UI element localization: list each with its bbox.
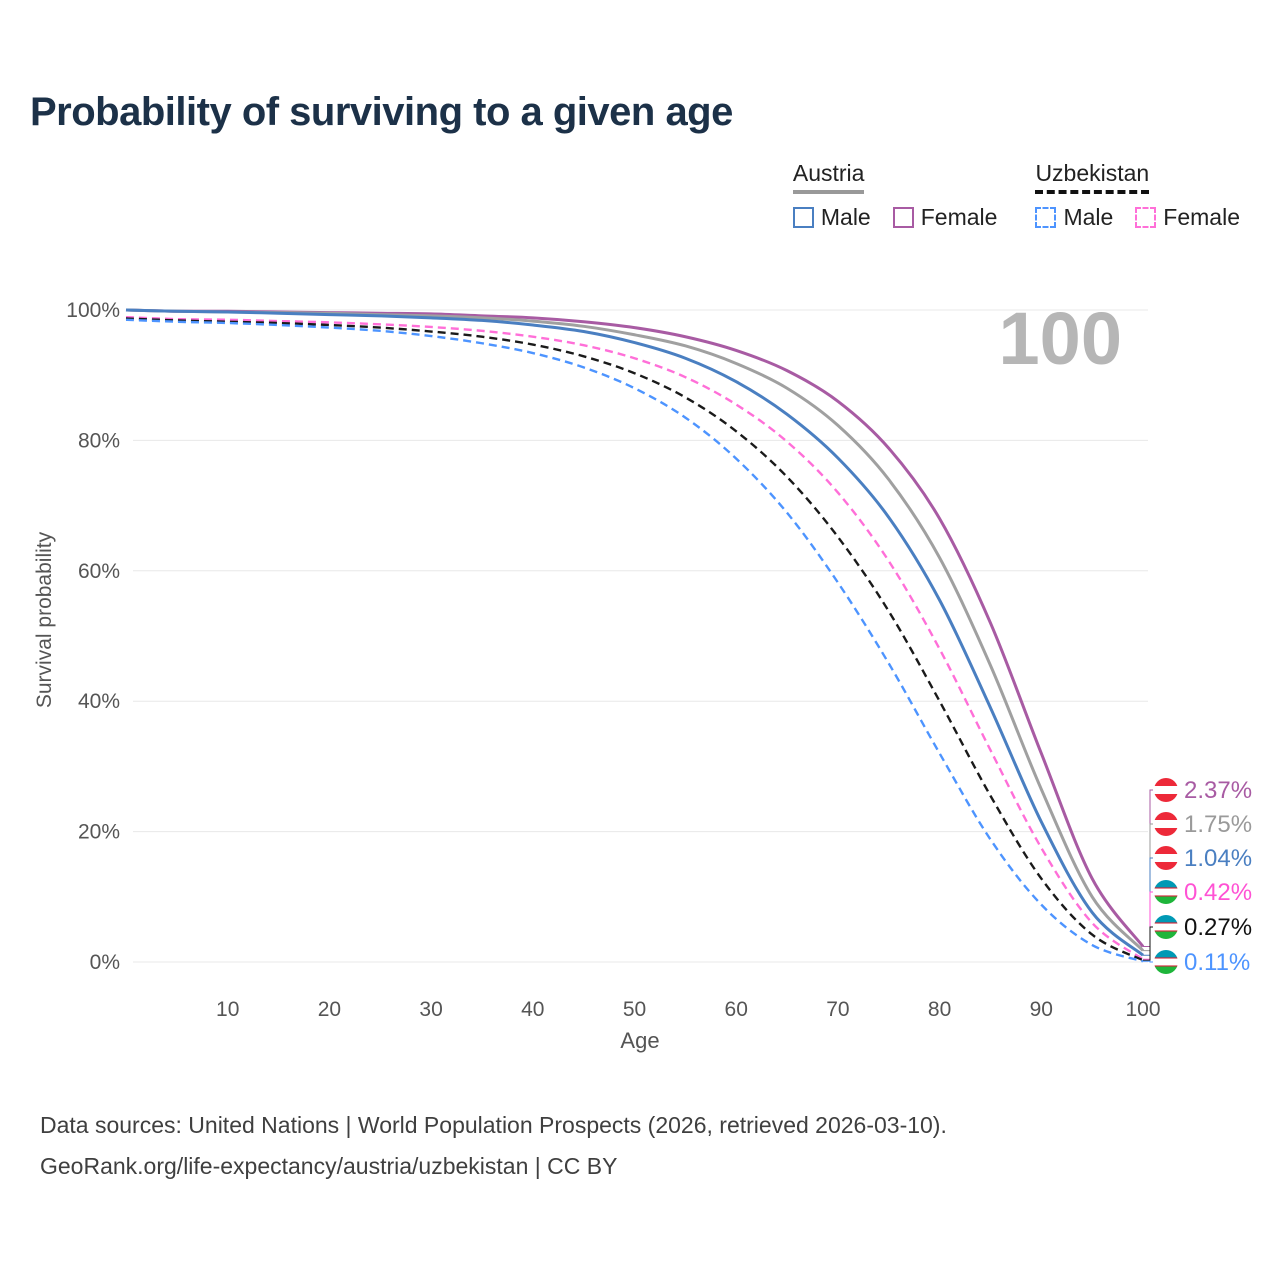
leader-line-uzbekistan-male <box>1143 960 1153 963</box>
legend-row-uzbekistan: Male Female <box>1035 204 1240 231</box>
legend-group-austria: Austria Male Female <box>792 160 998 231</box>
legend-item-uzbekistan-female[interactable]: Female <box>1135 204 1240 231</box>
x-tick-80: 80 <box>928 998 951 1021</box>
legend-label-austria-male: Male <box>820 204 871 230</box>
end-label-uzbekistan-male: 0.11% <box>1184 949 1250 976</box>
austria-female-swatch-icon <box>892 207 914 228</box>
legend-item-uzbekistan-male[interactable]: Male <box>1035 204 1113 231</box>
end-label-austria-male: 1.04% <box>1184 845 1252 872</box>
y-tick-100: 100% <box>66 299 120 322</box>
x-tick-40: 40 <box>521 998 544 1021</box>
legend-label-uzbekistan-female: Female <box>1163 204 1240 230</box>
series-line-uzbekistan-female[interactable] <box>125 315 1144 961</box>
y-tick-60: 60% <box>78 560 120 583</box>
x-tick-10: 10 <box>216 998 239 1021</box>
uzbekistan-flag-icon <box>1154 880 1178 904</box>
austria-flag-icon <box>1154 812 1178 836</box>
legend-row-austria: Male Female <box>792 204 998 231</box>
footer: Data sources: United Nations | World Pop… <box>40 1105 947 1188</box>
leader-line-uzbekistan-both-sexes <box>1143 926 1153 961</box>
x-tick-90: 90 <box>1030 998 1053 1021</box>
series-line-uzbekistan-both-sexes[interactable] <box>125 317 1144 962</box>
series-line-austria-male[interactable] <box>125 308 1144 957</box>
x-tick-70: 70 <box>826 998 849 1021</box>
leader-line-uzbekistan-female <box>1143 891 1153 960</box>
uzbekistan-male-swatch-icon <box>1035 207 1057 228</box>
chart-title: Probability of surviving to a given age <box>30 90 733 134</box>
legend-group-uzbekistan: Uzbekistan Male Female <box>1035 160 1240 231</box>
leader-line-austria-male <box>1143 857 1153 956</box>
footer-sources: Data sources: United Nations | World Pop… <box>40 1112 947 1138</box>
y-tick-40: 40% <box>78 690 120 713</box>
leader-line-austria-female <box>1143 789 1153 948</box>
uzbekistan-flag-icon <box>1154 915 1178 939</box>
end-label-uzbekistan-female: 0.42% <box>1184 879 1252 906</box>
y-tick-20: 20% <box>78 821 120 844</box>
x-tick-50: 50 <box>623 998 646 1021</box>
legend-title-uzbekistan: Uzbekistan <box>1035 160 1150 194</box>
footer-link: GeoRank.org/life-expectancy/austria/uzbe… <box>40 1153 618 1180</box>
legend-title-austria: Austria <box>792 160 865 194</box>
legend: Austria Male Female Uzbekistan Male <box>792 160 1240 231</box>
x-tick-20: 20 <box>318 998 341 1021</box>
series-line-austria-female[interactable] <box>125 308 1145 948</box>
legend-item-austria-female[interactable]: Female <box>892 204 998 231</box>
austria-male-swatch-icon <box>792 207 814 228</box>
x-axis-title: Age <box>620 1028 660 1053</box>
legend-label-austria-female: Female <box>920 204 998 230</box>
x-tick-60: 60 <box>725 998 748 1021</box>
series-line-austria-both-sexes[interactable] <box>125 308 1145 952</box>
y-tick-80: 80% <box>78 429 120 452</box>
y-axis-title: Survival probability <box>33 531 56 709</box>
end-label-austria-female: 2.37% <box>1184 777 1252 804</box>
leader-line-austria-both-sexes <box>1143 823 1153 952</box>
hover-age-watermark: 100 <box>998 297 1122 380</box>
y-tick-0: 0% <box>90 951 120 974</box>
austria-flag-icon <box>1154 778 1178 802</box>
legend-label-uzbekistan-male: Male <box>1063 204 1114 230</box>
series-line-uzbekistan-male[interactable] <box>125 318 1144 963</box>
x-tick-30: 30 <box>419 998 442 1021</box>
austria-flag-icon <box>1154 846 1178 870</box>
end-label-uzbekistan-both-sexes: 0.27% <box>1184 914 1252 941</box>
uzbekistan-flag-icon <box>1154 950 1178 974</box>
uzbekistan-female-swatch-icon <box>1135 207 1157 228</box>
end-label-austria-both-sexes: 1.75% <box>1184 811 1252 838</box>
x-tick-100: 100 <box>1125 998 1160 1021</box>
legend-item-austria-male[interactable]: Male <box>792 204 871 231</box>
